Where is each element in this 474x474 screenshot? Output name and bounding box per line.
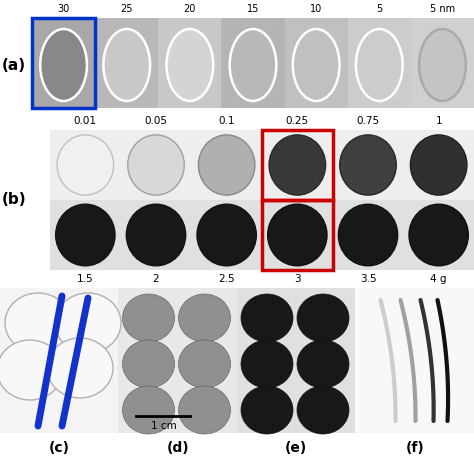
Ellipse shape [0, 340, 63, 400]
Bar [237, 288, 356, 433]
Text: 0.01: 0.01 [74, 116, 97, 126]
Bar [32, 18, 95, 108]
Ellipse shape [199, 135, 255, 195]
Ellipse shape [55, 204, 115, 266]
Bar [158, 18, 221, 108]
Ellipse shape [128, 135, 184, 195]
Text: 0.25: 0.25 [286, 116, 309, 126]
Text: 1 cm: 1 cm [151, 421, 176, 431]
Bar [32, 18, 95, 108]
Ellipse shape [122, 386, 174, 434]
Bar [356, 288, 474, 433]
Ellipse shape [297, 294, 349, 342]
Ellipse shape [40, 29, 87, 101]
Text: 3: 3 [294, 274, 301, 284]
Bar [221, 18, 284, 108]
Text: 0.75: 0.75 [356, 116, 380, 126]
Text: (c): (c) [49, 441, 70, 455]
Ellipse shape [179, 294, 230, 342]
Text: (d): (d) [166, 441, 189, 455]
Ellipse shape [55, 293, 121, 353]
Text: 1: 1 [435, 116, 442, 126]
Ellipse shape [340, 135, 396, 195]
Ellipse shape [241, 386, 293, 434]
Text: (f): (f) [405, 441, 424, 455]
Text: 4 g: 4 g [430, 274, 447, 284]
Ellipse shape [297, 386, 349, 434]
Bar [50, 130, 474, 270]
Text: 2: 2 [153, 274, 159, 284]
Text: (b): (b) [2, 192, 27, 208]
Ellipse shape [47, 338, 113, 398]
Ellipse shape [229, 29, 276, 101]
Ellipse shape [5, 293, 71, 353]
Ellipse shape [241, 340, 293, 388]
Ellipse shape [410, 135, 467, 195]
Bar [284, 18, 348, 108]
Text: 5 nm: 5 nm [430, 4, 455, 14]
Bar [95, 18, 158, 108]
Text: 5: 5 [376, 4, 383, 14]
Text: 0.05: 0.05 [145, 116, 167, 126]
Text: 20: 20 [183, 4, 196, 14]
Ellipse shape [338, 204, 398, 266]
Text: 2.5: 2.5 [219, 274, 235, 284]
Ellipse shape [356, 29, 402, 101]
Ellipse shape [197, 204, 256, 266]
Bar [118, 288, 237, 433]
Bar [0, 288, 118, 433]
Ellipse shape [241, 294, 293, 342]
Bar [348, 18, 411, 108]
Ellipse shape [293, 29, 339, 101]
Ellipse shape [269, 135, 326, 195]
Bar [262, 130, 333, 200]
Text: 15: 15 [247, 4, 259, 14]
Ellipse shape [297, 340, 349, 388]
Ellipse shape [166, 29, 213, 101]
Ellipse shape [268, 204, 327, 266]
Text: 3.5: 3.5 [360, 274, 376, 284]
Bar [411, 18, 474, 108]
Bar [262, 200, 333, 270]
Text: 30: 30 [57, 4, 70, 14]
Ellipse shape [409, 204, 468, 266]
Text: (e): (e) [285, 441, 307, 455]
Ellipse shape [122, 340, 174, 388]
Bar [50, 130, 474, 200]
Ellipse shape [419, 29, 466, 101]
Ellipse shape [57, 135, 114, 195]
Text: (a): (a) [2, 57, 26, 73]
Text: 0.1: 0.1 [219, 116, 235, 126]
Ellipse shape [103, 29, 150, 101]
Ellipse shape [126, 204, 186, 266]
Text: 1.5: 1.5 [77, 274, 94, 284]
Ellipse shape [122, 294, 174, 342]
Ellipse shape [179, 340, 230, 388]
Ellipse shape [179, 386, 230, 434]
Text: 10: 10 [310, 4, 322, 14]
Text: 25: 25 [120, 4, 133, 14]
